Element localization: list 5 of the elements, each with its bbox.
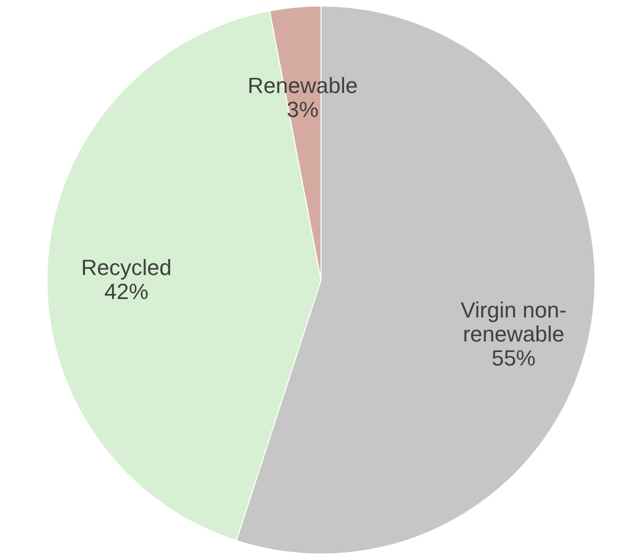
data-label: 55% <box>492 346 536 371</box>
slice-label: Virgin non-renewable <box>460 298 567 347</box>
slice-label: Renewable <box>248 72 358 98</box>
data-label: 42% <box>104 278 148 304</box>
slice-label: Recycled <box>81 254 172 280</box>
